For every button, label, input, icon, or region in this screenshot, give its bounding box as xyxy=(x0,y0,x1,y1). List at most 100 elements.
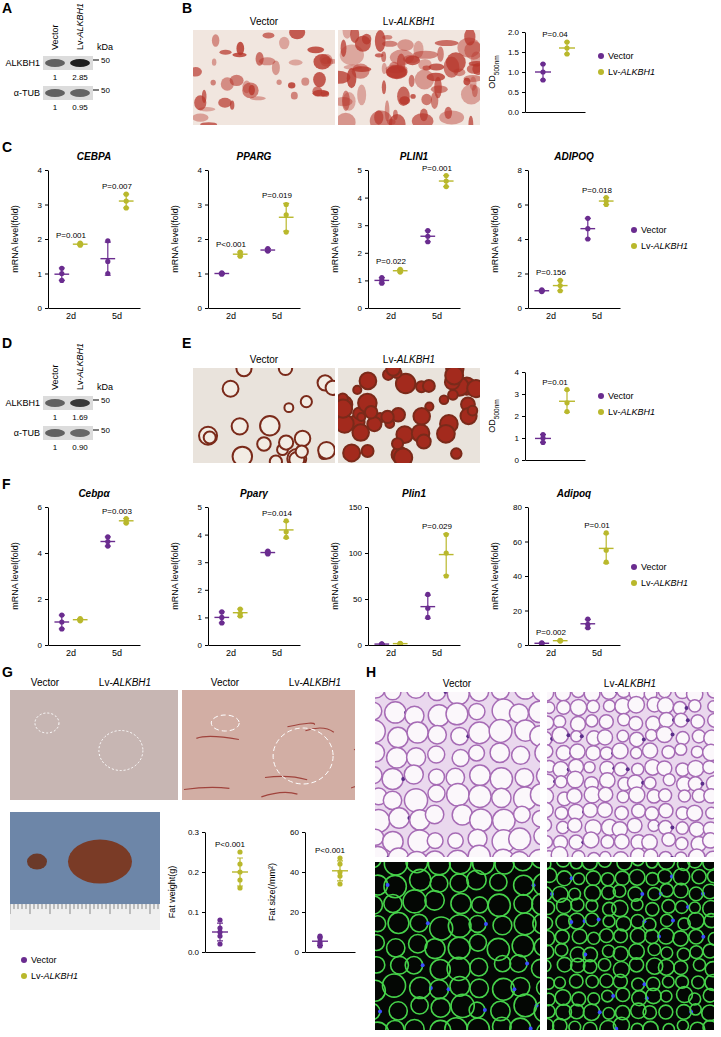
western-blot: VectorLv-ALKBH1kDa12.85ALKBH15010.95α-TU… xyxy=(5,3,113,112)
adipocyte xyxy=(537,979,540,996)
data-point xyxy=(238,250,243,255)
adipocyte xyxy=(584,885,600,901)
text-part: Lv- xyxy=(608,407,621,417)
adipocyte xyxy=(628,696,645,713)
x-tick: 5d xyxy=(112,311,122,321)
y-tick-mark xyxy=(525,542,528,543)
adipocyte xyxy=(448,915,471,938)
lipid-droplet xyxy=(236,368,251,376)
text-part: Lv- xyxy=(604,678,618,689)
adipocyte xyxy=(630,928,645,943)
adipocyte xyxy=(556,862,569,867)
y-tick-mark xyxy=(205,645,208,646)
adipocyte xyxy=(410,914,428,932)
legend-marker xyxy=(631,564,637,570)
adipocyte xyxy=(572,851,585,857)
stain-blob xyxy=(221,77,234,91)
panel-label: G xyxy=(2,664,13,680)
adipocyte xyxy=(642,834,657,849)
data-point xyxy=(398,641,403,645)
x-tick: 2d xyxy=(66,648,76,658)
adipocyte xyxy=(470,765,491,786)
plot-area xyxy=(535,39,575,82)
stain-blob xyxy=(218,98,231,108)
adipocyte xyxy=(472,897,488,913)
text-part: 500nm xyxy=(493,399,500,419)
text-part: Lv- xyxy=(75,37,85,50)
micrograph xyxy=(182,690,355,800)
y-tick-mark xyxy=(205,308,208,309)
data-point xyxy=(105,271,110,276)
adipocyte xyxy=(469,1002,485,1018)
adipocyte xyxy=(551,847,568,857)
adipocyte xyxy=(659,713,674,728)
stain-blob xyxy=(313,72,326,87)
panel-label: A xyxy=(2,0,12,16)
x-tick-label: 2d xyxy=(546,311,556,321)
y-tick-mark xyxy=(365,308,368,309)
lane-label: Vector xyxy=(50,364,60,390)
adipocyte xyxy=(612,743,628,759)
data-point xyxy=(284,535,289,540)
legend-label: Lv-ALKBH1 xyxy=(608,407,655,417)
adipocyte xyxy=(689,700,701,712)
y-tick-mark xyxy=(45,308,48,309)
y-tick: 4 xyxy=(358,194,368,203)
adipocyte xyxy=(389,1002,407,1020)
adipocyte xyxy=(384,692,401,700)
ruler-tick xyxy=(54,904,55,909)
adipocyte xyxy=(375,935,384,951)
y-tick: 3 xyxy=(198,558,208,567)
adipocyte xyxy=(388,848,409,857)
x-tick-label: 5d xyxy=(112,648,122,658)
data-point xyxy=(558,278,563,283)
adipocyte xyxy=(615,871,629,885)
y-tick-mark xyxy=(522,372,525,373)
y-tick-mark xyxy=(522,438,525,439)
chart-title: Pparγ xyxy=(240,488,269,499)
adipocyte xyxy=(645,807,659,821)
adipocyte xyxy=(382,974,405,997)
adipocyte xyxy=(429,769,445,785)
lipid-droplet xyxy=(260,416,280,436)
p-value: P=0.156 xyxy=(536,268,567,277)
data-point xyxy=(558,638,563,643)
x-axis: 2d5d xyxy=(369,309,461,322)
fat-pad xyxy=(68,840,132,884)
text-part: Lv- xyxy=(31,971,44,981)
ruler-tick xyxy=(26,904,27,909)
y-axis-title: Fat size(/mm²) xyxy=(267,863,277,921)
adipocyte xyxy=(490,873,507,890)
adipocyte xyxy=(537,766,540,785)
adipocyte xyxy=(632,804,646,818)
lipid-droplet xyxy=(223,381,239,397)
data-point xyxy=(379,275,384,280)
legend-label: Lv-ALKBH1 xyxy=(608,67,655,77)
adipocyte xyxy=(450,976,470,996)
marker-tick xyxy=(93,400,99,401)
nucleus xyxy=(611,994,615,998)
y-tick: 0.2 xyxy=(188,868,205,877)
data-point xyxy=(540,77,545,82)
adipocyte xyxy=(535,742,540,763)
legend-marker xyxy=(598,393,604,399)
y-axis-line xyxy=(305,833,306,953)
x-tick-label: 5d xyxy=(592,648,602,658)
y-tick-mark xyxy=(525,239,528,240)
ruler-tick xyxy=(14,904,15,909)
y-tick-label: 5 xyxy=(358,166,363,175)
adipocyte xyxy=(557,898,572,913)
data-point xyxy=(444,573,449,578)
ruler-tick xyxy=(86,904,87,909)
adipocyte xyxy=(658,960,674,976)
x-tick: 5d xyxy=(432,648,442,658)
adipocyte xyxy=(469,692,488,701)
x-tick-label: 5d xyxy=(272,311,282,321)
adipocyte xyxy=(617,791,629,803)
adipocyte xyxy=(470,934,487,951)
y-tick-label: 3 xyxy=(198,201,203,210)
adipocyte xyxy=(375,767,382,784)
adipocyte xyxy=(703,744,714,760)
x-axis-line xyxy=(209,308,301,309)
y-axis: 020406080 xyxy=(513,503,528,650)
